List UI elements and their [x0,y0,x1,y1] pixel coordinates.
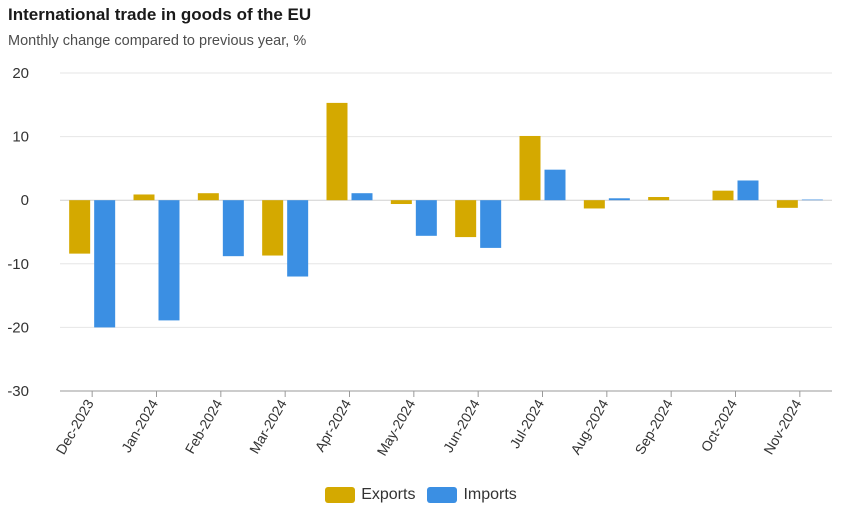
bar-exports-may-2024[interactable] [390,200,412,205]
y-tick-label: 10 [12,129,29,146]
gridlines [60,72,832,328]
x-axis-labels: Dec-2023 Jan-2024 Feb-2024 Mar-2024 Apr-2024… [53,391,805,458]
bar-imports-mar-2024[interactable] [287,200,309,277]
bar-exports-jan-2024[interactable] [133,194,155,201]
bar-exports-nov-2024[interactable] [776,200,798,208]
bar-exports-jun-2024[interactable] [455,200,477,238]
bar-imports-apr-2024[interactable] [351,193,373,201]
x-tick-label: Dec-2023 [53,396,97,457]
y-tick-label: -10 [7,256,29,273]
x-tick-label: Jul-2024 [506,396,547,451]
bar-imports-nov-2024[interactable] [801,199,823,201]
bar-imports-dec-2023[interactable] [94,200,116,328]
x-tick-label: Jun-2024 [440,396,483,455]
x-tick-label: Nov-2024 [760,396,804,457]
y-tick-label: 20 [12,65,29,82]
bar-imports-aug-2024[interactable] [608,198,630,201]
bar-exports-oct-2024[interactable] [712,190,734,201]
chart-title: International trade in goods of the EU [8,5,312,24]
bar-imports-oct-2024[interactable] [737,180,759,201]
x-tick-label: Feb-2024 [182,396,226,456]
y-axis-ticks: 20 10 0 -10 -20 -30 [7,65,29,400]
bar-imports-may-2024[interactable] [415,200,437,236]
legend: Exports Imports [0,486,842,504]
bar-exports-feb-2024[interactable] [197,193,219,201]
x-tick-label: May-2024 [373,396,418,458]
x-tick-label: Aug-2024 [567,396,611,457]
legend-swatch-imports [427,487,458,503]
x-tick-label: Oct-2024 [697,396,740,454]
legend-item-imports[interactable]: Imports [427,486,517,504]
x-tick-label: Mar-2024 [246,396,290,456]
bar-exports-apr-2024[interactable] [326,102,348,201]
x-tick-label: Jan-2024 [118,396,161,455]
legend-label-exports: Exports [361,486,416,503]
bar-exports-sep-2024[interactable] [648,197,670,201]
bar-imports-jun-2024[interactable] [480,200,502,248]
bar-exports-mar-2024[interactable] [262,200,284,256]
bar-exports-aug-2024[interactable] [583,200,605,209]
legend-label-imports: Imports [463,486,517,503]
bar-exports-dec-2023[interactable] [69,200,91,254]
y-tick-label: 0 [21,192,29,209]
chart-subtitle: Monthly change compared to previous year… [8,33,307,49]
bar-chart: 20 10 0 -10 -20 -30 Dec-2023 Jan-2024 Feb-2024 M… [7,65,832,458]
legend-swatch-exports [325,487,356,503]
x-tick-label: Sep-2024 [632,396,676,457]
y-tick-label: -20 [7,319,29,336]
bar-imports-jul-2024[interactable] [544,169,566,201]
legend-item-exports[interactable]: Exports [325,486,415,504]
bar-exports-jul-2024[interactable] [519,135,541,201]
x-tick-label: Apr-2024 [311,396,354,454]
bars [69,102,823,328]
bar-imports-feb-2024[interactable] [222,200,244,257]
y-tick-label: -30 [7,383,29,400]
bar-imports-jan-2024[interactable] [158,200,180,321]
